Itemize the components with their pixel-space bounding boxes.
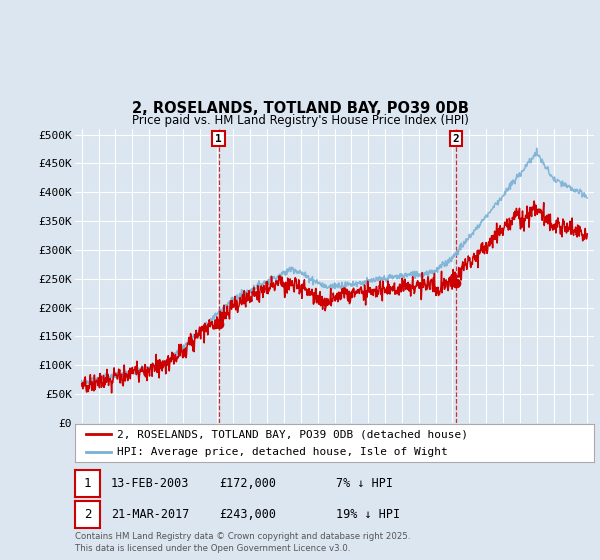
Text: HPI: Average price, detached house, Isle of Wight: HPI: Average price, detached house, Isle… [116, 447, 447, 458]
Text: 2: 2 [453, 134, 460, 143]
Text: 19% ↓ HPI: 19% ↓ HPI [336, 507, 400, 521]
Text: 2, ROSELANDS, TOTLAND BAY, PO39 0DB: 2, ROSELANDS, TOTLAND BAY, PO39 0DB [131, 101, 469, 116]
Text: 2: 2 [84, 507, 91, 521]
Text: 1: 1 [84, 477, 91, 490]
Text: £172,000: £172,000 [219, 477, 276, 490]
Text: 13-FEB-2003: 13-FEB-2003 [111, 477, 190, 490]
Text: 7% ↓ HPI: 7% ↓ HPI [336, 477, 393, 490]
Text: Contains HM Land Registry data © Crown copyright and database right 2025.
This d: Contains HM Land Registry data © Crown c… [75, 533, 410, 553]
Text: 21-MAR-2017: 21-MAR-2017 [111, 507, 190, 521]
Text: £243,000: £243,000 [219, 507, 276, 521]
Text: 1: 1 [215, 134, 222, 143]
Text: 2, ROSELANDS, TOTLAND BAY, PO39 0DB (detached house): 2, ROSELANDS, TOTLAND BAY, PO39 0DB (det… [116, 429, 467, 439]
Text: Price paid vs. HM Land Registry's House Price Index (HPI): Price paid vs. HM Land Registry's House … [131, 114, 469, 127]
